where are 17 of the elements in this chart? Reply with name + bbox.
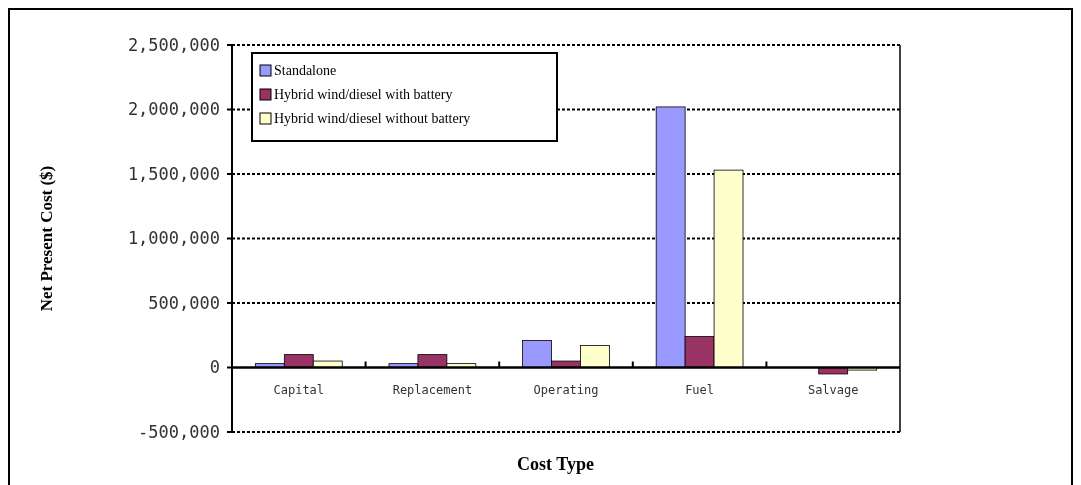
legend-label: Hybrid wind/diesel without battery	[274, 111, 471, 126]
y-tick-label: 500,000	[148, 292, 220, 313]
y-tick-label: 2,000,000	[127, 99, 220, 120]
legend-label: Standalone	[274, 63, 337, 78]
y-tick-label: 1,500,000	[127, 163, 220, 184]
x-tick-label: Salvage	[807, 382, 859, 397]
x-tick-label: Capital	[273, 382, 325, 397]
x-tick-label: Replacement	[392, 382, 473, 397]
y-tick-label: 0	[209, 357, 220, 378]
y-tick-label: -500,000	[138, 421, 220, 442]
y-tick-label: 1,000,000	[127, 228, 220, 249]
x-tick-label: Operating	[533, 382, 599, 397]
y-tick-label: 2,500,000	[127, 34, 220, 55]
x-axis-title: Cost Type	[517, 454, 594, 474]
y-axis-title: Net Present Cost ($)	[37, 165, 56, 312]
x-tick-label: Fuel	[685, 382, 715, 397]
legend-label: Hybrid wind/diesel with battery	[274, 87, 453, 102]
